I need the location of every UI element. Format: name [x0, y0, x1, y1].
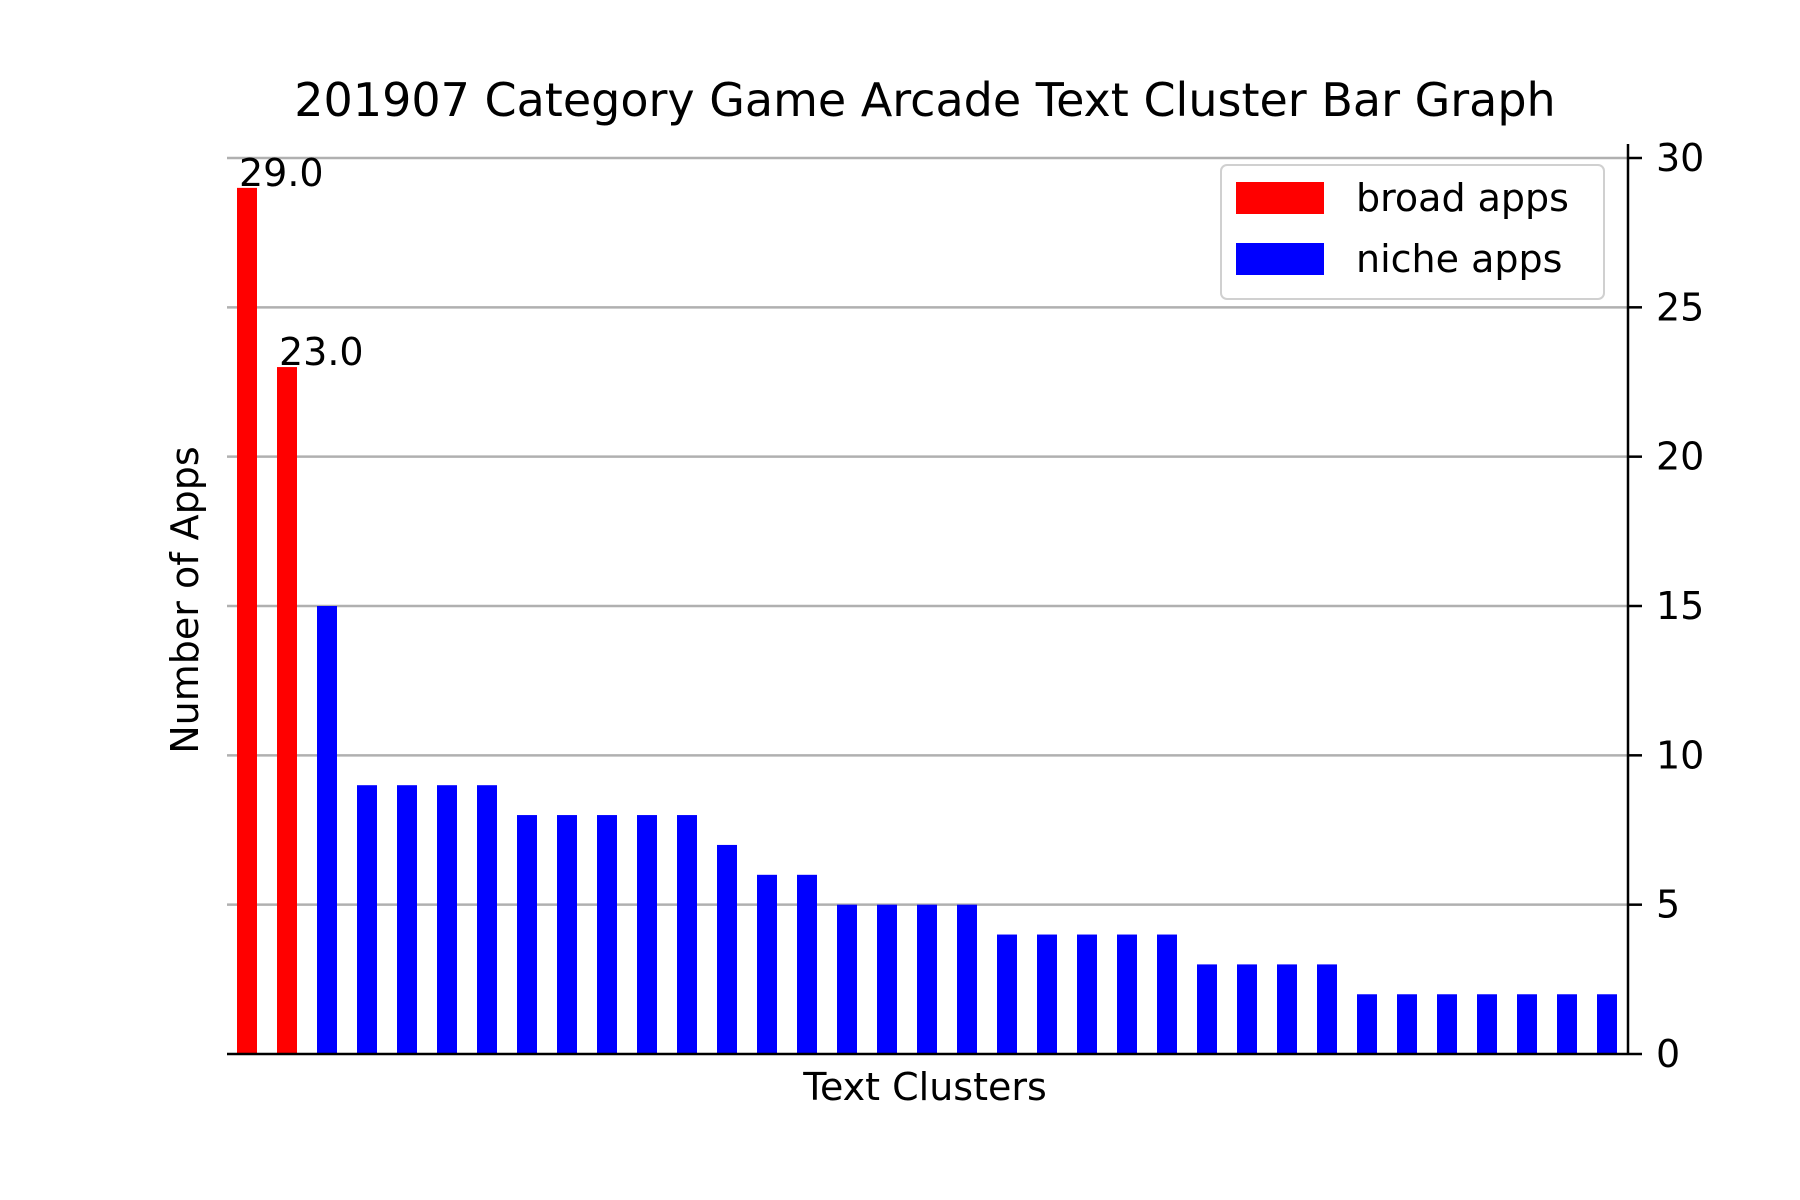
legend-label-niche: niche apps [1356, 237, 1562, 281]
bar-6 [477, 785, 497, 1054]
bar-29 [1397, 994, 1417, 1054]
bar-9 [597, 815, 617, 1054]
legend-label-broad: broad apps [1356, 176, 1569, 220]
bar-27 [1317, 964, 1337, 1054]
data-labels: 29.0 23.0 [239, 151, 364, 374]
bar-13 [757, 874, 777, 1054]
bar-8 [557, 815, 577, 1054]
data-label-0: 29.0 [239, 151, 324, 195]
bar-16 [877, 904, 897, 1054]
bars [237, 187, 1617, 1055]
legend-swatch-broad [1236, 182, 1324, 214]
bar-0 [237, 187, 257, 1054]
y-axis-label: Number of Apps [163, 446, 207, 753]
legend: broad apps niche apps [1220, 164, 1605, 300]
bar-7 [517, 815, 537, 1054]
bar-17 [917, 904, 937, 1054]
bar-21 [1077, 934, 1097, 1054]
y-tick-label-20: 20 [1656, 435, 1704, 479]
y-tick-label-25: 25 [1656, 285, 1704, 329]
bar-26 [1277, 964, 1297, 1054]
bar-25 [1237, 964, 1257, 1054]
bar-15 [837, 904, 857, 1054]
bar-12 [717, 844, 737, 1054]
y-tick-label-5: 5 [1656, 883, 1680, 927]
bar-20 [1037, 934, 1057, 1054]
x-axis-label: Text Clusters [802, 1065, 1047, 1109]
bar-23 [1157, 934, 1177, 1054]
y-tick-label-15: 15 [1656, 584, 1704, 628]
axes: 0 5 10 15 20 25 30 [227, 136, 1704, 1076]
bar-24 [1197, 964, 1217, 1054]
bar-31 [1477, 994, 1497, 1054]
bar-5 [437, 785, 457, 1054]
bar-3 [357, 785, 377, 1054]
bar-18 [957, 904, 977, 1054]
bar-30 [1437, 994, 1457, 1054]
bar-11 [677, 815, 697, 1054]
bar-2 [317, 606, 337, 1054]
bar-10 [637, 815, 657, 1054]
gridlines [227, 156, 1628, 906]
legend-swatch-niche [1236, 243, 1324, 275]
bar-1 [277, 367, 297, 1055]
chart-title: 201907 Category Game Arcade Text Cluster… [294, 73, 1555, 127]
y-tick-label-0: 0 [1656, 1032, 1680, 1076]
bar-32 [1517, 994, 1537, 1054]
y-tick-label-10: 10 [1656, 733, 1704, 777]
bar-14 [797, 874, 817, 1054]
bar-22 [1117, 934, 1137, 1054]
bar-19 [997, 934, 1017, 1054]
data-label-1: 23.0 [279, 330, 364, 374]
bar-4 [397, 785, 417, 1054]
bar-33 [1557, 994, 1577, 1054]
bar-28 [1357, 994, 1377, 1054]
y-tick-label-30: 30 [1656, 136, 1704, 180]
bar-34 [1597, 994, 1617, 1054]
